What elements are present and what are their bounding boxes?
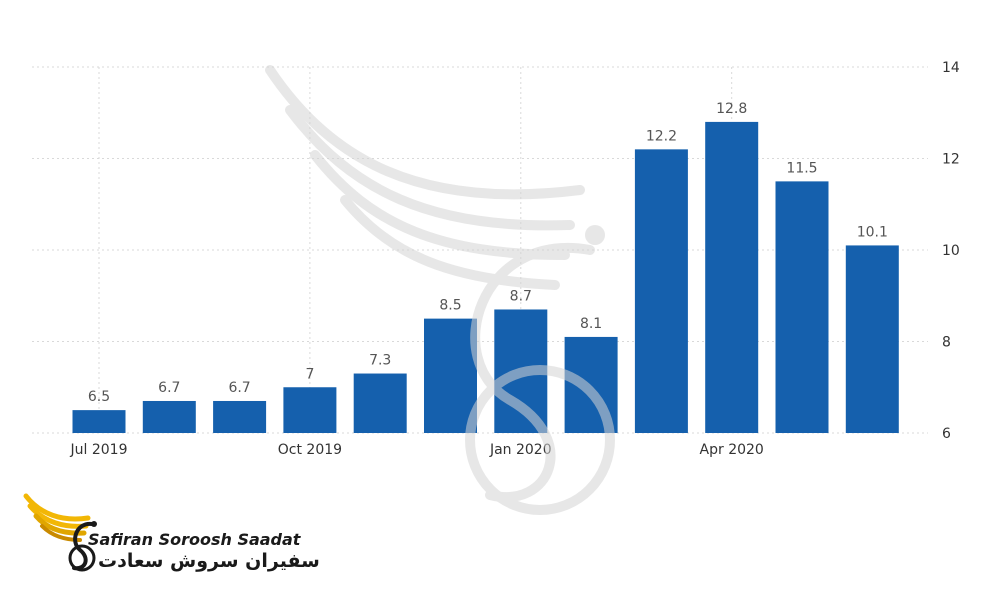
y-tick-label: 6 xyxy=(942,426,951,442)
bar-value-label: 8.1 xyxy=(580,316,602,332)
bar-value-label: 6.7 xyxy=(158,380,180,396)
brand-name-persian: سفیران سروش سعادت xyxy=(98,550,320,572)
x-tick-label: Jul 2019 xyxy=(70,442,128,458)
y-tick-label: 12 xyxy=(942,152,960,168)
bar xyxy=(634,149,688,433)
bar-value-label: 8.5 xyxy=(439,298,461,314)
bar xyxy=(213,400,267,433)
bar-value-label: 6.7 xyxy=(228,380,250,396)
brand-name-english: Safiran Soroosh Saadat xyxy=(88,530,301,549)
wing-logo-icon xyxy=(23,493,97,572)
x-tick-label: Jan 2020 xyxy=(489,442,552,458)
y-tick-label: 14 xyxy=(942,60,960,76)
y-tick-label: 8 xyxy=(942,335,951,351)
bar xyxy=(494,309,548,433)
y-tick-label: 10 xyxy=(942,243,960,259)
bar-value-label: 7.3 xyxy=(369,353,391,369)
bar xyxy=(424,318,477,433)
x-tick-label: Oct 2019 xyxy=(278,442,342,458)
bar-value-label: 10.1 xyxy=(857,224,888,240)
bar-value-label: 12.8 xyxy=(716,101,747,117)
x-tick-label: Apr 2020 xyxy=(700,442,764,458)
x-axis-ticks: Jul 2019 Oct 2019 Jan 2020 Apr 2020 xyxy=(70,442,764,458)
bar xyxy=(705,121,759,434)
bar-value-label: 11.5 xyxy=(786,160,817,176)
bar xyxy=(353,373,407,433)
bars xyxy=(72,121,899,434)
bar-value-label: 12.2 xyxy=(646,128,677,144)
bar xyxy=(72,410,126,433)
bar xyxy=(845,245,899,433)
brand-logo: Safiran Soroosh Saadat سفیران سروش سعادت xyxy=(22,488,322,588)
bar xyxy=(775,181,829,433)
bar xyxy=(142,400,196,433)
data-labels: 6.5 6.7 6.7 7 7.3 8.5 8.7 8.1 12.2 12.8 11.5 10.1 xyxy=(88,101,888,405)
bar-value-label: 8.7 xyxy=(510,288,532,304)
bar-value-label: 7 xyxy=(305,366,314,382)
bar-value-label: 6.5 xyxy=(88,389,110,405)
bar xyxy=(564,336,618,433)
bar xyxy=(283,387,337,433)
y-axis-ticks: 6 8 10 12 14 xyxy=(942,60,960,442)
